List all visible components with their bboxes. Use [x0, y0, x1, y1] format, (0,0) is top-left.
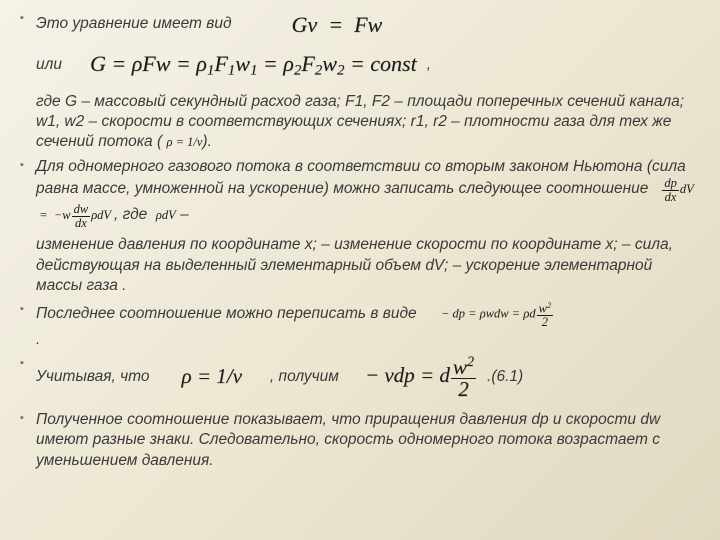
bullet-1-row1: Это уравнение имеет вид Gv = Fw — [36, 10, 702, 39]
bullet-2-text: Для одномерного газового потока в соотве… — [36, 157, 702, 229]
eq3-rhs: ρdV — [156, 208, 176, 222]
bullet-4-row: Учитывая, что ρ = 1/v , получим − vdp = … — [36, 355, 702, 400]
bullet-1-intro: Это уравнение имеет вид — [36, 14, 232, 34]
eq1: Gv = Fw — [292, 10, 383, 39]
slide-content: Это уравнение имеет вид Gv = Fw или G = … — [14, 10, 702, 471]
bullet-2-cont: изменение давления по координате х; – из… — [36, 235, 702, 296]
bullet-1: Это уравнение имеет вид Gv = Fw или G = … — [14, 10, 702, 153]
bullet-3-row: Последнее соотношение можно переписать в… — [36, 301, 702, 329]
bullet-2-where: , где — [114, 206, 147, 223]
bullet-3: Последнее соотношение можно переписать в… — [14, 301, 702, 351]
bullet-1-where: где G – массовый секундный расход газа; … — [36, 92, 702, 153]
eq6-ref: .(6.1) — [487, 367, 523, 387]
bullet-4: Учитывая, что ρ = 1/v , получим − vdp = … — [14, 355, 702, 400]
bullet-1-or: или — [36, 55, 62, 75]
eq2-tail: , — [427, 55, 431, 75]
bullet-2: Для одномерного газового потока в соотве… — [14, 157, 702, 297]
bullet-5: Полученное соотношение показывает, что п… — [14, 410, 702, 471]
eq6: − vdp = dw22 — [365, 355, 477, 400]
bullet-3-tail: . — [36, 330, 702, 350]
eq-rho-1v-small: ρ = 1/v — [166, 135, 202, 149]
bullet-1-row2: или G = ρFw = ρ1F1w1 = ρ2F2w2 = const , — [36, 49, 702, 81]
eq2: G = ρFw = ρ1F1w1 = ρ2F2w2 = const — [90, 49, 417, 81]
eq4: − dp = ρwdw = ρdw22 — [441, 301, 554, 329]
eq5: ρ = 1/v — [182, 363, 242, 391]
